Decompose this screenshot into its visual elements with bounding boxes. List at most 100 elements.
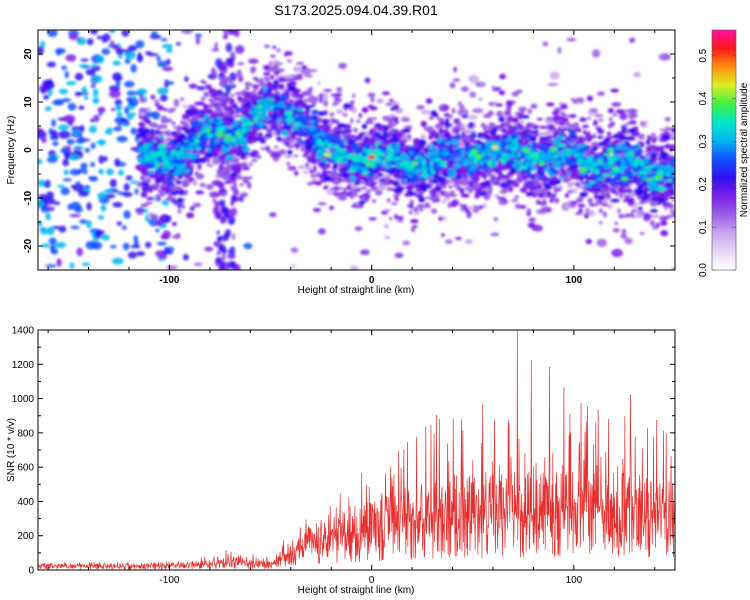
ridge-blob xyxy=(577,203,586,208)
ridge-blob xyxy=(312,98,319,102)
noise-blob xyxy=(126,90,137,96)
ridge-blob xyxy=(195,190,205,195)
ridge-blob xyxy=(431,192,437,197)
ridge-blob xyxy=(140,191,148,198)
noise-blob xyxy=(213,69,218,78)
noise-blob xyxy=(90,75,103,83)
ridge-blob xyxy=(546,102,555,107)
ridge-blob xyxy=(188,83,198,89)
ridge-blob xyxy=(547,129,554,134)
ridge-blob xyxy=(510,125,516,129)
noise-blob xyxy=(162,66,174,72)
ridge-blob xyxy=(635,190,641,195)
ridge-blob xyxy=(637,206,643,211)
ridge-blob xyxy=(660,230,669,237)
ridge-blob xyxy=(252,94,257,98)
ridge-blob xyxy=(199,182,206,188)
ridge-blob xyxy=(633,71,641,78)
ridge-blob xyxy=(138,121,146,127)
noise-blob xyxy=(41,87,46,94)
ridge-blob xyxy=(650,209,658,213)
ridge-blob xyxy=(418,192,424,198)
ridge-blob xyxy=(370,139,377,145)
ridge-blob xyxy=(458,101,462,106)
ridge-blob xyxy=(360,186,367,190)
noise-blob xyxy=(159,94,168,102)
ridge-blob xyxy=(555,120,559,126)
ridge-blob xyxy=(384,138,388,145)
noise-blob xyxy=(92,97,100,104)
ridge-blob xyxy=(660,192,669,197)
ridge-blob xyxy=(522,115,530,119)
noise-blob xyxy=(223,206,229,216)
ridge-blob xyxy=(449,82,456,89)
noise-blob xyxy=(38,130,47,140)
ridge-blob xyxy=(308,87,313,91)
ridge-blob xyxy=(295,137,302,141)
noise-blob xyxy=(596,238,607,248)
ridge-blob xyxy=(462,204,468,210)
ridge-blob xyxy=(243,92,249,96)
noise-blob xyxy=(444,196,451,201)
noise-blob xyxy=(248,58,259,64)
ridge-blob xyxy=(641,133,645,140)
noise-blob xyxy=(61,65,68,71)
ridge-blob xyxy=(338,62,347,69)
ridge-blob xyxy=(295,61,305,65)
ridge-blob xyxy=(293,154,299,158)
ridge-blob xyxy=(495,103,503,107)
ridge-blob xyxy=(389,167,397,172)
noise-blob xyxy=(84,147,90,153)
noise-blob xyxy=(156,241,167,246)
ridge-blob xyxy=(182,113,190,119)
ridge-blob xyxy=(516,131,521,136)
ridge-blob xyxy=(643,188,650,192)
noise-blob xyxy=(102,33,111,42)
ridge-blob xyxy=(541,142,550,145)
ridge-blob xyxy=(251,158,258,163)
ridge-blob xyxy=(186,212,195,219)
ridge-blob xyxy=(140,182,150,186)
noise-blob xyxy=(45,212,51,217)
ridge-blob xyxy=(255,154,262,159)
ridge-blob xyxy=(524,139,532,142)
ridge-blob xyxy=(263,44,271,48)
noise-blob xyxy=(222,252,226,261)
ridge-blob xyxy=(351,204,357,208)
ridge-blob xyxy=(659,151,669,157)
ridge-blob xyxy=(177,209,182,214)
ridge-blob xyxy=(255,79,261,83)
noise-blob xyxy=(92,88,99,98)
ridge-blob xyxy=(293,77,302,80)
noise-blob xyxy=(80,162,88,170)
noise-blob xyxy=(137,52,142,61)
ridge-blob xyxy=(196,101,205,106)
ridge-blob xyxy=(549,197,554,204)
ridge-blob xyxy=(650,132,656,136)
ridge-blob xyxy=(441,233,445,237)
ridge-blob xyxy=(583,213,589,219)
noise-blob xyxy=(130,64,137,73)
ridge-blob xyxy=(667,182,675,187)
ridge-blob xyxy=(351,106,357,114)
ridge-blob xyxy=(568,123,577,129)
noise-blob xyxy=(47,226,55,236)
noise-blob xyxy=(50,248,59,255)
ridge-blob xyxy=(425,98,433,104)
noise-blob xyxy=(114,158,121,167)
ridge-blob xyxy=(517,113,524,120)
ridge-blob xyxy=(150,94,156,100)
ridge-blob xyxy=(155,174,163,178)
ridge-blob xyxy=(189,169,193,176)
ridge-blob xyxy=(656,202,661,206)
ridge-blob xyxy=(468,124,473,129)
ridge-blob xyxy=(240,104,246,108)
noise-blob xyxy=(69,168,81,176)
noise-blob xyxy=(607,203,613,210)
ridge-blob xyxy=(390,107,396,111)
ridge-blob xyxy=(530,130,539,134)
ridge-blob xyxy=(189,129,195,132)
noise-blob xyxy=(121,225,127,230)
noise-blob xyxy=(611,248,623,258)
ridge-blob xyxy=(257,91,265,96)
